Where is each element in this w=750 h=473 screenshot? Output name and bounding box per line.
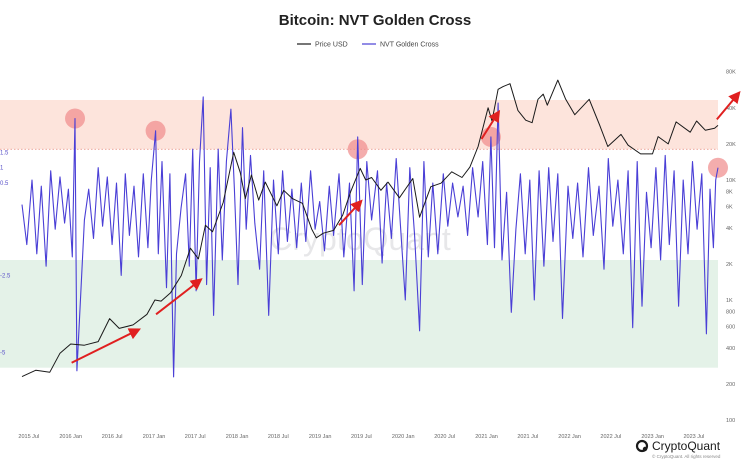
y-right-tick-label: 6K	[726, 205, 733, 211]
legend-price-label: Price USD	[315, 42, 348, 49]
trend-arrow	[71, 328, 141, 364]
x-tick-label: 2023 Jul	[683, 434, 704, 440]
y-right-tick-label: 8K	[726, 190, 733, 196]
x-tick-label: 2018 Jan	[226, 434, 249, 440]
y-left-tick-label: -5	[0, 350, 6, 356]
trend-arrow	[338, 199, 363, 226]
y-left-tick-label: -2.5	[0, 273, 11, 279]
trend-arrow	[716, 91, 741, 121]
series-nvt-line	[21, 96, 719, 378]
x-tick-label: 2017 Jan	[143, 434, 166, 440]
y-right-tick-label: 80K	[726, 70, 736, 76]
y-left-tick-label: 0.5	[0, 181, 9, 187]
y-right-tick-label: 10K	[726, 178, 736, 184]
legend-nvt-label: NVT Golden Cross	[380, 42, 439, 49]
y-right-tick-label: 1K	[726, 298, 733, 304]
trend-arrow	[480, 109, 501, 140]
y-right-tick-label: 600	[726, 325, 735, 331]
x-tick-label: 2022 Jul	[600, 434, 621, 440]
series-price-line	[21, 79, 719, 378]
x-tick-label: 2020 Jan	[392, 434, 415, 440]
x-tick-label: 2015 Jul	[18, 434, 39, 440]
legend: Price USD NVT Golden Cross	[297, 42, 439, 49]
y-right-tick-label: 2K	[726, 262, 733, 268]
x-tick-label: 2016 Jan	[59, 434, 82, 440]
y-axis-left: 1.5 1 0.5 -2.5 -5	[0, 150, 11, 356]
y-right-tick-label: 200	[726, 382, 735, 388]
x-tick-label: 2017 Jul	[185, 434, 206, 440]
x-tick-label: 2020 Jul	[434, 434, 455, 440]
x-axis: 2015 Jul 2016 Jan 2016 Jul 2017 Jan 2017 Jul…	[18, 434, 704, 440]
x-tick-label: 2018 Jul	[268, 434, 289, 440]
brand-note: © CryptoQuant. All rights reserved	[652, 453, 721, 459]
chart-title: Bitcoin: NVT Golden Cross	[279, 12, 472, 29]
brand-logo-dot-icon	[642, 446, 648, 452]
trend-arrows	[71, 91, 741, 364]
y-right-tick-label: 800	[726, 310, 735, 316]
y-right-tick-label: 400	[726, 346, 735, 352]
y-right-tick-label: 100	[726, 418, 735, 424]
x-tick-label: 2016 Jul	[102, 434, 123, 440]
x-tick-label: 2021 Jan	[475, 434, 498, 440]
x-tick-label: 2023 Jan	[641, 434, 664, 440]
y-right-tick-label: 20K	[726, 142, 736, 148]
brand-logo: CryptoQuant © CryptoQuant. All rights re…	[635, 439, 721, 459]
brand-name: CryptoQuant	[652, 439, 721, 453]
x-tick-label: 2022 Jan	[558, 434, 581, 440]
x-tick-label: 2019 Jul	[351, 434, 372, 440]
x-tick-label: 2019 Jan	[309, 434, 332, 440]
x-tick-label: 2021 Jul	[517, 434, 538, 440]
y-axis-right: 80K 40K 20K 10K 8K 6K 4K 2K 1K 800 600 400 200 100	[726, 70, 736, 424]
y-left-tick-label: 1.5	[0, 150, 9, 156]
trend-arrow	[155, 278, 203, 316]
brand-logo-icon	[635, 439, 649, 453]
green-zone-band	[0, 260, 718, 368]
y-left-tick-label: 1	[0, 166, 4, 172]
y-right-tick-label: 4K	[726, 226, 733, 232]
highlight-circle	[708, 157, 728, 178]
y-right-tick-label: 40K	[726, 106, 736, 112]
